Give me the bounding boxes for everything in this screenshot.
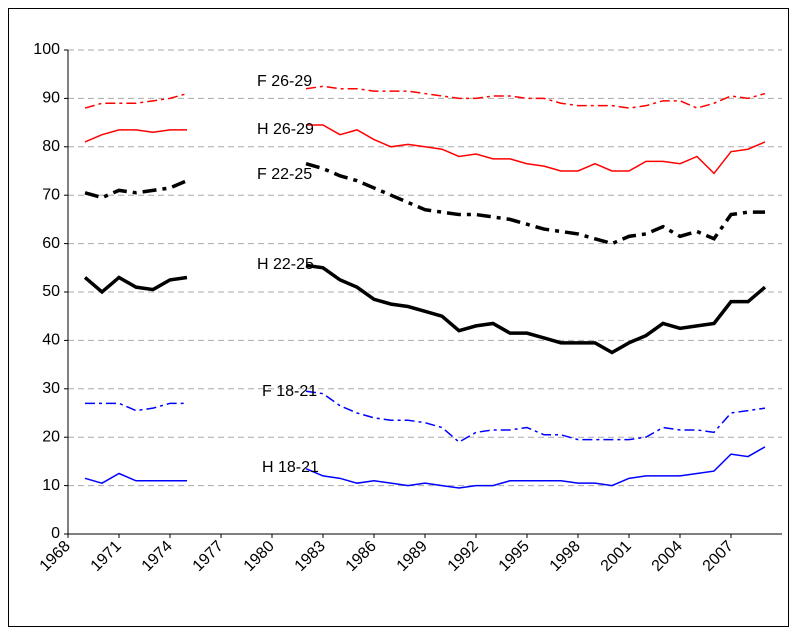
y-tick-label: 40 bbox=[42, 332, 60, 349]
y-tick-label: 20 bbox=[42, 428, 60, 445]
series-line bbox=[84, 92, 188, 109]
y-tick-label: 0 bbox=[51, 525, 60, 542]
series-line bbox=[84, 179, 188, 200]
x-tick-label: 1980 bbox=[241, 538, 278, 575]
x-tick-label: 1977 bbox=[190, 538, 227, 575]
x-tick-label: 2001 bbox=[598, 538, 635, 575]
x-tick-label: 1989 bbox=[394, 538, 431, 575]
x-tick-label: 1983 bbox=[292, 538, 329, 575]
x-tick-label: 1971 bbox=[88, 538, 125, 575]
series-line bbox=[85, 402, 187, 412]
series-label: H 22-25 bbox=[257, 256, 314, 273]
series-line bbox=[305, 162, 765, 246]
series-line bbox=[305, 446, 766, 489]
y-tick-label: 100 bbox=[33, 41, 60, 58]
series-line bbox=[305, 390, 766, 443]
series-label: F 18-21 bbox=[262, 383, 317, 400]
x-tick-label: 2007 bbox=[700, 538, 737, 575]
y-tick-label: 30 bbox=[42, 380, 60, 397]
y-tick-label: 80 bbox=[42, 138, 60, 155]
x-tick-label: 1986 bbox=[343, 538, 380, 575]
series-label: H 18-21 bbox=[262, 459, 319, 476]
y-tick-label: 90 bbox=[42, 90, 60, 107]
y-tick-label: 70 bbox=[42, 186, 60, 203]
x-tick-label: 1974 bbox=[139, 538, 176, 575]
x-tick-label: 1968 bbox=[37, 538, 74, 575]
x-tick-label: 1998 bbox=[547, 538, 584, 575]
series-line bbox=[306, 124, 766, 175]
y-tick-label: 10 bbox=[42, 477, 60, 494]
series-line bbox=[84, 472, 187, 484]
series-line bbox=[83, 275, 188, 295]
series-line bbox=[305, 263, 767, 355]
y-tick-label: 50 bbox=[42, 283, 60, 300]
series-label: H 26-29 bbox=[257, 121, 314, 138]
y-tick-label: 60 bbox=[42, 235, 60, 252]
x-tick-label: 1992 bbox=[445, 538, 482, 575]
x-tick-label: 1995 bbox=[496, 538, 533, 575]
series-line bbox=[305, 85, 766, 109]
series-label: F 22-25 bbox=[257, 166, 312, 183]
x-tick-label: 2004 bbox=[649, 538, 686, 575]
series-line bbox=[84, 129, 187, 143]
frame bbox=[8, 8, 789, 627]
series-label: F 26-29 bbox=[257, 73, 312, 90]
